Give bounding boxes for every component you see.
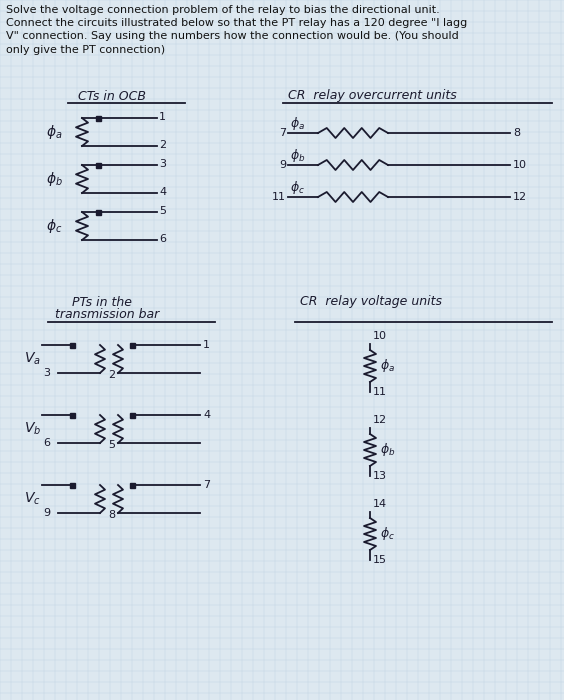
Text: 5: 5 [159, 206, 166, 216]
Bar [130, 342, 134, 347]
Text: 2: 2 [159, 140, 166, 150]
Text: 8: 8 [513, 128, 520, 138]
Text: 5: 5 [108, 440, 115, 450]
Text: $\phi_c$: $\phi_c$ [380, 526, 395, 543]
Text: $\phi_a$: $\phi_a$ [46, 123, 63, 141]
Text: 15: 15 [373, 555, 387, 565]
Text: 1: 1 [159, 112, 166, 122]
Bar [95, 116, 100, 120]
Text: $\phi_b$: $\phi_b$ [46, 170, 63, 188]
Text: 6: 6 [43, 438, 50, 448]
Text: $V_c$: $V_c$ [24, 491, 41, 508]
Text: CTs in OCB: CTs in OCB [78, 90, 146, 102]
Text: 10: 10 [513, 160, 527, 170]
Text: $\phi_a$: $\phi_a$ [290, 116, 305, 132]
Text: $\phi_c$: $\phi_c$ [46, 217, 63, 235]
Bar [95, 209, 100, 214]
Text: 14: 14 [373, 499, 387, 509]
Bar [69, 482, 74, 487]
Text: 8: 8 [108, 510, 115, 520]
Text: $\phi_a$: $\phi_a$ [380, 358, 395, 374]
Bar [130, 412, 134, 417]
Text: Solve the voltage connection problem of the relay to bias the directional unit.
: Solve the voltage connection problem of … [6, 5, 467, 55]
Text: $V_a$: $V_a$ [24, 351, 41, 368]
Text: 12: 12 [373, 415, 387, 425]
Text: 6: 6 [159, 234, 166, 244]
Text: transmission bar: transmission bar [55, 309, 159, 321]
Text: $\phi_b$: $\phi_b$ [290, 148, 305, 164]
Text: 1: 1 [203, 340, 210, 350]
Bar [69, 412, 74, 417]
Text: 3: 3 [43, 368, 50, 378]
Text: CR  relay voltage units: CR relay voltage units [300, 295, 442, 309]
Text: 11: 11 [272, 192, 286, 202]
Bar [69, 342, 74, 347]
Text: 9: 9 [279, 160, 286, 170]
Text: 12: 12 [513, 192, 527, 202]
Text: 10: 10 [373, 331, 387, 341]
Text: CR  relay overcurrent units: CR relay overcurrent units [288, 90, 457, 102]
Text: 11: 11 [373, 387, 387, 397]
Text: 13: 13 [373, 471, 387, 481]
Text: $\phi_b$: $\phi_b$ [380, 442, 395, 458]
Bar [95, 162, 100, 167]
Text: 3: 3 [159, 159, 166, 169]
Text: PTs in the: PTs in the [72, 295, 132, 309]
Text: 4: 4 [203, 410, 210, 420]
Text: 2: 2 [108, 370, 115, 380]
Text: $\phi_c$: $\phi_c$ [290, 179, 305, 197]
Text: 7: 7 [203, 480, 210, 490]
Text: $V_b$: $V_b$ [24, 421, 41, 438]
Text: 7: 7 [279, 128, 286, 138]
Text: 4: 4 [159, 187, 166, 197]
Bar [130, 482, 134, 487]
Text: 9: 9 [43, 508, 50, 518]
